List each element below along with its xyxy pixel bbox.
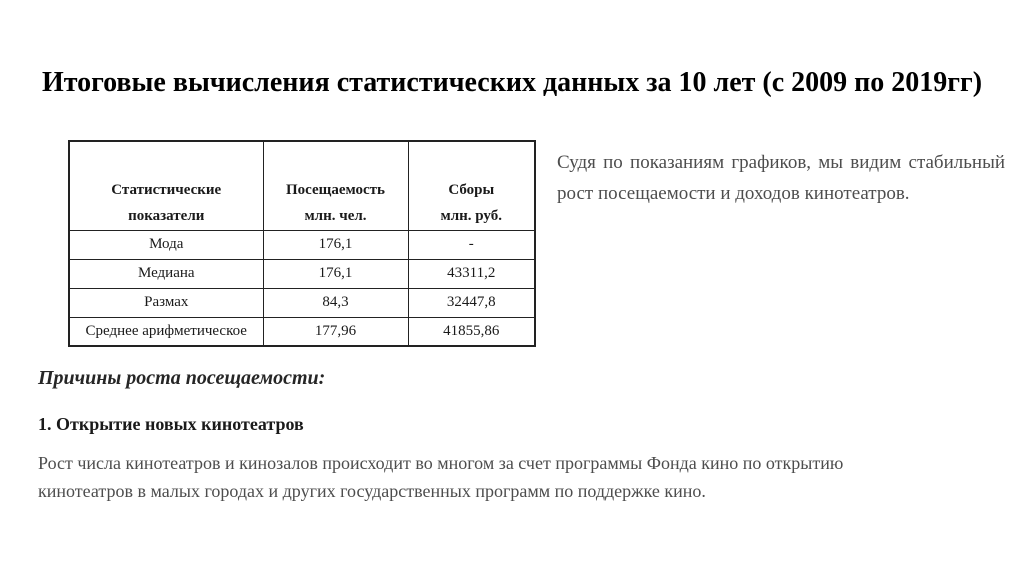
statistics-table: Статистические показатели Посещаемость м… <box>68 140 536 347</box>
cell-revenue: - <box>407 229 536 260</box>
header-cell-revenue: Сборы млн. руб. <box>407 140 536 231</box>
cell-indicator: Размах <box>68 287 264 318</box>
cell-revenue: 32447,8 <box>407 287 536 318</box>
header-cell-attendance: Посещаемость млн. чел. <box>262 140 409 231</box>
table-header-row: Статистические показатели Посещаемость м… <box>68 140 536 231</box>
header-attendance-line2: млн. чел. <box>304 208 367 224</box>
header-revenue-line1: Сборы <box>448 182 495 198</box>
cell-attendance: 176,1 <box>262 229 409 260</box>
reason-1-heading: 1. Открытие новых кинотеатров <box>38 414 304 434</box>
cell-indicator: Медиана <box>68 258 264 289</box>
table-row-moda: Мода 176,1 - <box>68 229 536 260</box>
header-revenue-line2: млн. руб. <box>440 208 502 224</box>
side-note-text: Судя по показаниям графиков, мы видим ст… <box>557 152 1005 204</box>
cell-indicator: Среднее арифметическое <box>68 316 264 347</box>
reasons-heading: Причины роста посещаемости: <box>38 367 326 389</box>
header-indicators-line2: показатели <box>128 208 205 224</box>
cell-attendance: 84,3 <box>262 287 409 318</box>
header-cell-indicators: Статистические показатели <box>68 140 264 231</box>
header-attendance-line1: Посещаемость <box>286 182 385 198</box>
cell-indicator: Мода <box>68 229 264 260</box>
table-row-srednee: Среднее арифметическое 177,96 41855,86 <box>68 316 536 347</box>
cell-attendance: 177,96 <box>262 316 409 347</box>
cell-revenue: 41855,86 <box>407 316 536 347</box>
reason-1-paragraph: Рост числа кинотеатров и кинозалов проис… <box>38 453 844 501</box>
header-indicators-line1: Статистические <box>111 182 222 198</box>
slide-title: Итоговые вычисления статистических данны… <box>41 67 983 98</box>
cell-attendance: 176,1 <box>262 258 409 289</box>
cell-revenue: 43311,2 <box>407 258 536 289</box>
table-row-mediana: Медиана 176,1 43311,2 <box>68 258 536 289</box>
table-row-razmah: Размах 84,3 32447,8 <box>68 287 536 318</box>
